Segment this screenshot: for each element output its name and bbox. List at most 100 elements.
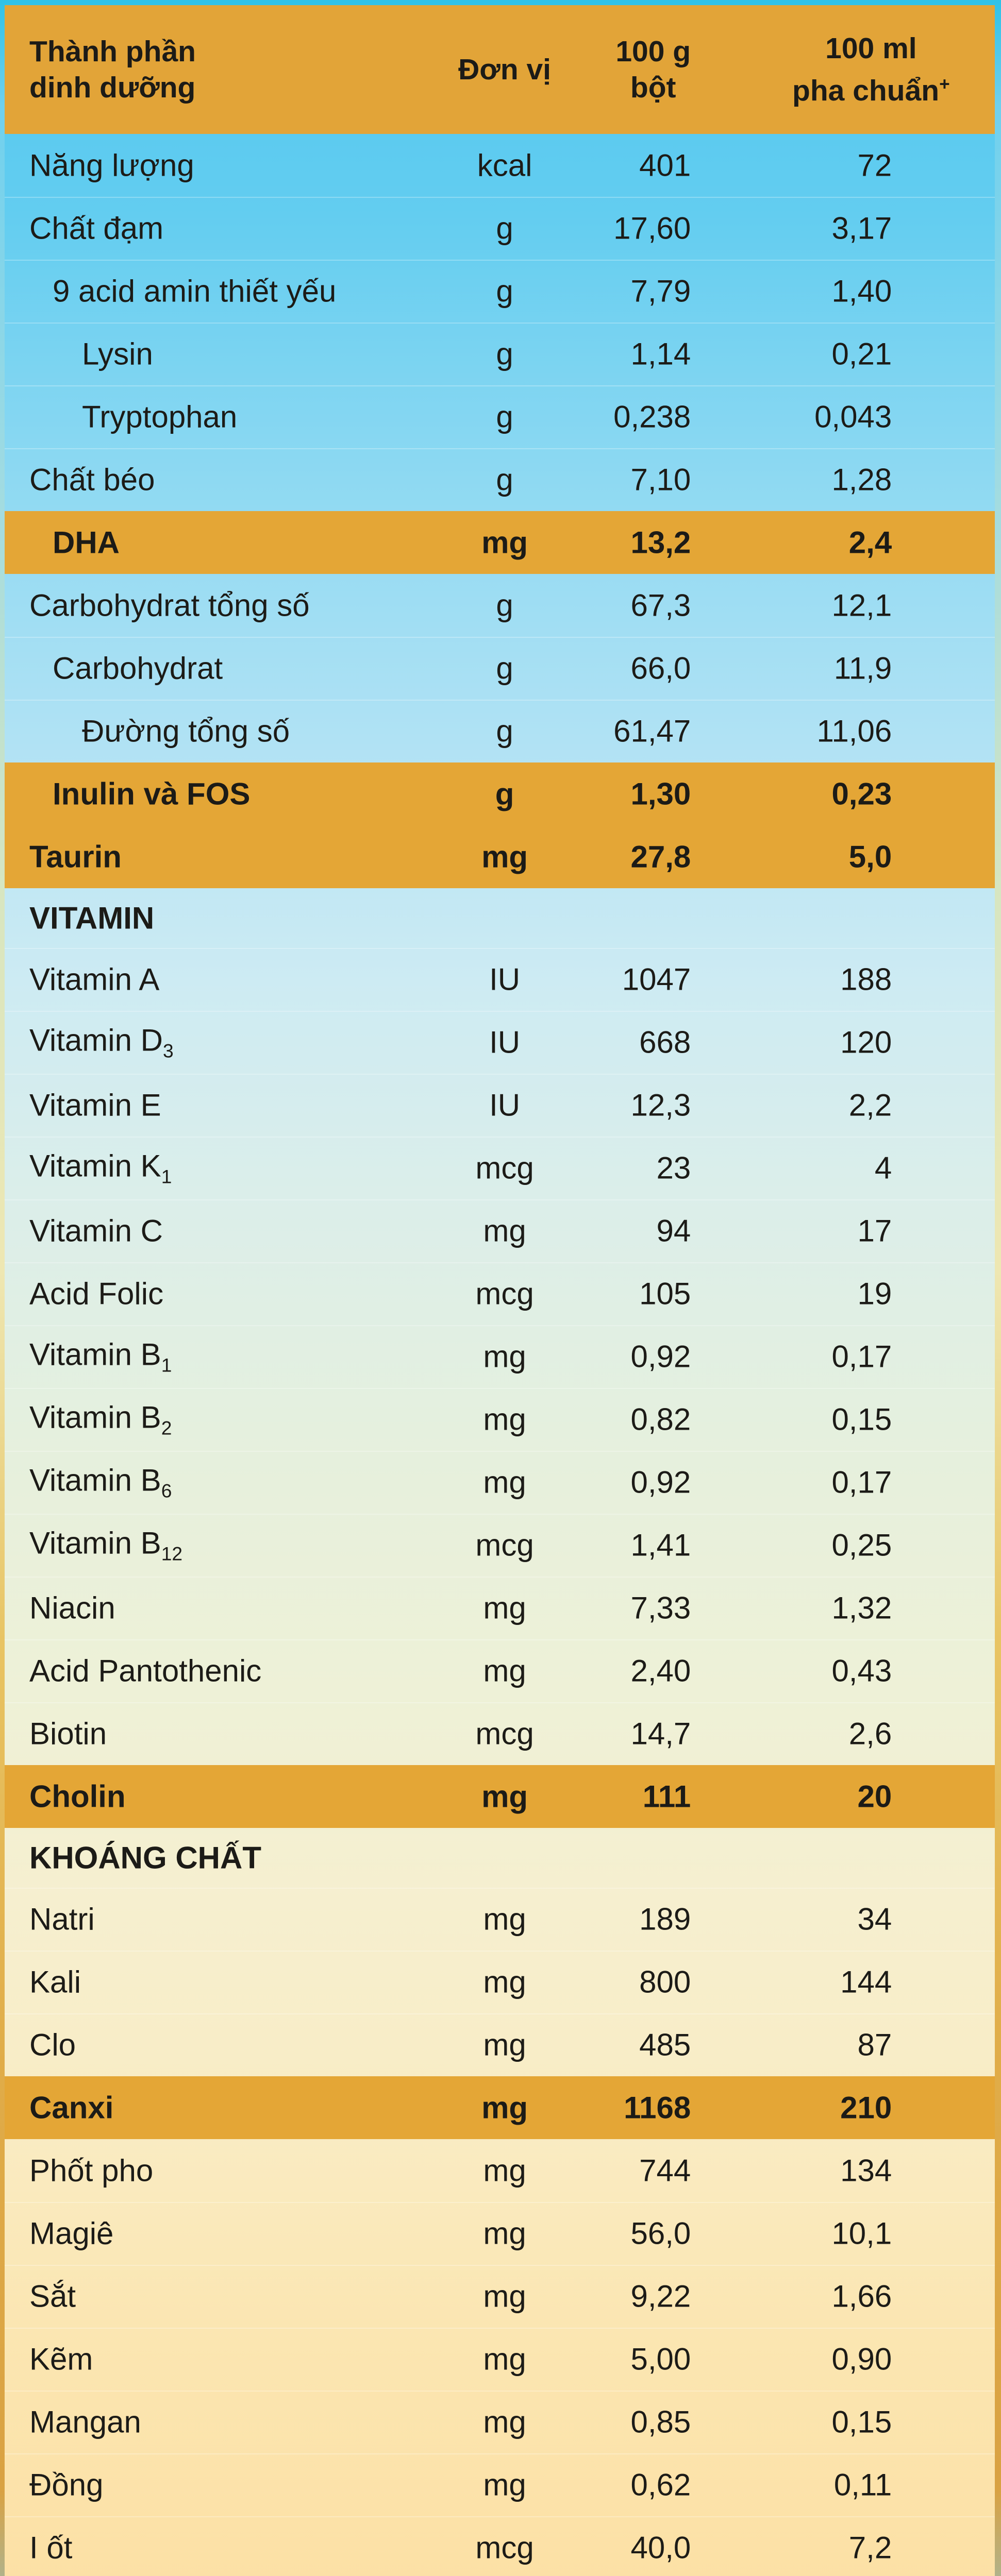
row-value-per-100ml: 0,23 [831, 776, 892, 811]
row-unit: mg [483, 1653, 526, 1688]
header-components-line1: Thành phần [29, 35, 196, 68]
table-row: Vitamin B1 mg 0,92 0,17 [5, 1325, 995, 1388]
row-value-per-100g: 14,7 [630, 1716, 691, 1751]
header-per-100ml-plus: + [939, 74, 950, 94]
table-row: Vitamin D3 IU 668 120 [5, 1011, 995, 1074]
row-value-per-100g: 1,30 [630, 776, 691, 811]
table-row: Đường tổng số g 61,47 11,06 [5, 700, 995, 762]
row-value-per-100ml: 0,15 [831, 2404, 892, 2439]
table-row: Cholin mg 111 20 [5, 1765, 995, 1828]
table-body: Năng lượng kcal 401 72 Chất đạm g 17,60 3,17 9 a… [5, 134, 995, 2576]
row-unit: mg [483, 2342, 526, 2377]
row-value-per-100g: 744 [639, 2153, 691, 2188]
row-value-per-100g: 94 [656, 1213, 691, 1248]
table-row: 9 acid amin thiết yếu g 7,79 1,40 [5, 260, 995, 323]
row-unit: mcg [475, 1716, 534, 1751]
row-unit: g [496, 399, 513, 434]
row-name: Taurin [29, 839, 122, 874]
row-value-per-100g: 7,79 [630, 274, 691, 309]
row-value-per-100ml: 17 [857, 1213, 892, 1248]
table-row: Vitamin E IU 12,3 2,2 [5, 1074, 995, 1137]
row-value-per-100ml: 3,17 [831, 211, 892, 246]
row-unit: mcg [475, 1276, 534, 1311]
table-row: Carbohydrat g 66,0 11,9 [5, 637, 995, 700]
header-per-100ml-line1: 100 ml [825, 32, 917, 65]
row-value-per-100g: 0,238 [613, 399, 691, 434]
row-name: Chất béo [29, 462, 155, 497]
row-name: Vitamin C [29, 1213, 163, 1248]
row-name: Natri [29, 1902, 95, 1937]
row-name: Mangan [29, 2404, 141, 2439]
row-unit: g [496, 588, 513, 623]
row-value-per-100g: 1,14 [630, 336, 691, 371]
row-value-per-100g: 56,0 [630, 2216, 691, 2251]
row-value-per-100ml: 1,32 [831, 1590, 892, 1625]
row-value-per-100g: 1168 [624, 2090, 691, 2125]
table-row: Clo mg 485 87 [5, 2013, 995, 2076]
row-unit: mg [483, 1339, 526, 1374]
row-value-per-100g: 7,33 [630, 1590, 691, 1625]
row-value-per-100ml: 10,1 [831, 2216, 892, 2251]
row-name: Acid Pantothenic [29, 1653, 262, 1688]
row-value-per-100ml: 0,17 [831, 1339, 892, 1374]
row-value-per-100ml: 210 [840, 2090, 892, 2125]
row-unit: mcg [475, 1150, 534, 1185]
row-unit: mg [481, 2090, 528, 2125]
row-name: Kali [29, 1964, 81, 1999]
table-row: Biotin mcg 14,7 2,6 [5, 1702, 995, 1765]
row-unit: g [496, 274, 513, 309]
row-value-per-100g: 0,92 [630, 1465, 691, 1500]
table-row: Carbohydrat tổng số g 67,3 12,1 [5, 574, 995, 637]
row-value-per-100g: 189 [639, 1902, 691, 1937]
row-value-per-100g: 7,10 [630, 462, 691, 497]
row-name-subscript: 1 [161, 1165, 172, 1188]
row-unit: mg [481, 839, 528, 874]
row-value-per-100g: 13,2 [630, 525, 691, 560]
row-value-per-100ml: 87 [857, 2027, 892, 2062]
row-value-per-100ml: 0,43 [831, 1653, 892, 1688]
section-title: KHOÁNG CHẤT [29, 1840, 261, 1875]
row-name-subscript: 3 [162, 1040, 174, 1062]
row-value-per-100g: 17,60 [613, 211, 691, 246]
table-row: Niacin mg 7,33 1,32 [5, 1577, 995, 1639]
table-row: Vitamin C mg 94 17 [5, 1199, 995, 1262]
header-per-100g-line1: 100 g [615, 35, 691, 68]
row-unit: mg [483, 2467, 526, 2502]
row-unit: g [496, 651, 513, 686]
row-unit: mg [483, 1902, 526, 1937]
row-value-per-100g: 5,00 [630, 2342, 691, 2377]
row-unit: mg [483, 2153, 526, 2188]
row-name: I ốt [29, 2530, 73, 2565]
row-unit: mg [483, 2216, 526, 2251]
row-name: Cholin [29, 1779, 126, 1814]
table-row: Vitamin B12 mcg 1,41 0,25 [5, 1514, 995, 1577]
row-unit: IU [489, 962, 521, 997]
row-value-per-100g: 401 [639, 148, 691, 183]
table-row: DHA mg 13,2 2,4 [5, 511, 995, 574]
section-row: KHOÁNG CHẤT [5, 1828, 995, 1888]
row-name: Sắt [29, 2279, 76, 2314]
row-name-subscript: 1 [161, 1354, 172, 1376]
row-name: Vitamin A [29, 962, 160, 997]
row-name: Vitamin E [29, 1088, 161, 1123]
table-row: Đồng mg 0,62 0,11 [5, 2453, 995, 2516]
table-row: Tryptophan g 0,238 0,043 [5, 385, 995, 448]
row-value-per-100ml: 34 [857, 1902, 892, 1937]
header-per-100ml-line2: pha chuẩn+ [792, 74, 950, 107]
table-row: Vitamin K1 mcg 23 4 [5, 1137, 995, 1199]
row-value-per-100ml: 188 [840, 962, 892, 997]
row-value-per-100ml: 5,0 [848, 839, 892, 874]
row-value-per-100g: 66,0 [630, 651, 691, 686]
row-value-per-100g: 0,62 [630, 2467, 691, 2502]
row-value-per-100ml: 72 [857, 148, 892, 183]
table-row: Canxi mg 1168 210 [5, 2076, 995, 2139]
header-components: Thành phần dinh dưỡng [29, 33, 196, 106]
row-unit: mg [483, 1590, 526, 1625]
table-row: Phốt pho mg 744 134 [5, 2139, 995, 2202]
header-per-100g: 100 g bột [554, 33, 752, 106]
row-name: Vitamin B12 [29, 1526, 183, 1565]
table-row: I ốt mcg 40,0 7,2 [5, 2516, 995, 2576]
row-name: Vitamin B1 [29, 1337, 172, 1376]
row-name: Biotin [29, 1716, 107, 1751]
table-row: Taurin mg 27,8 5,0 [5, 825, 995, 888]
